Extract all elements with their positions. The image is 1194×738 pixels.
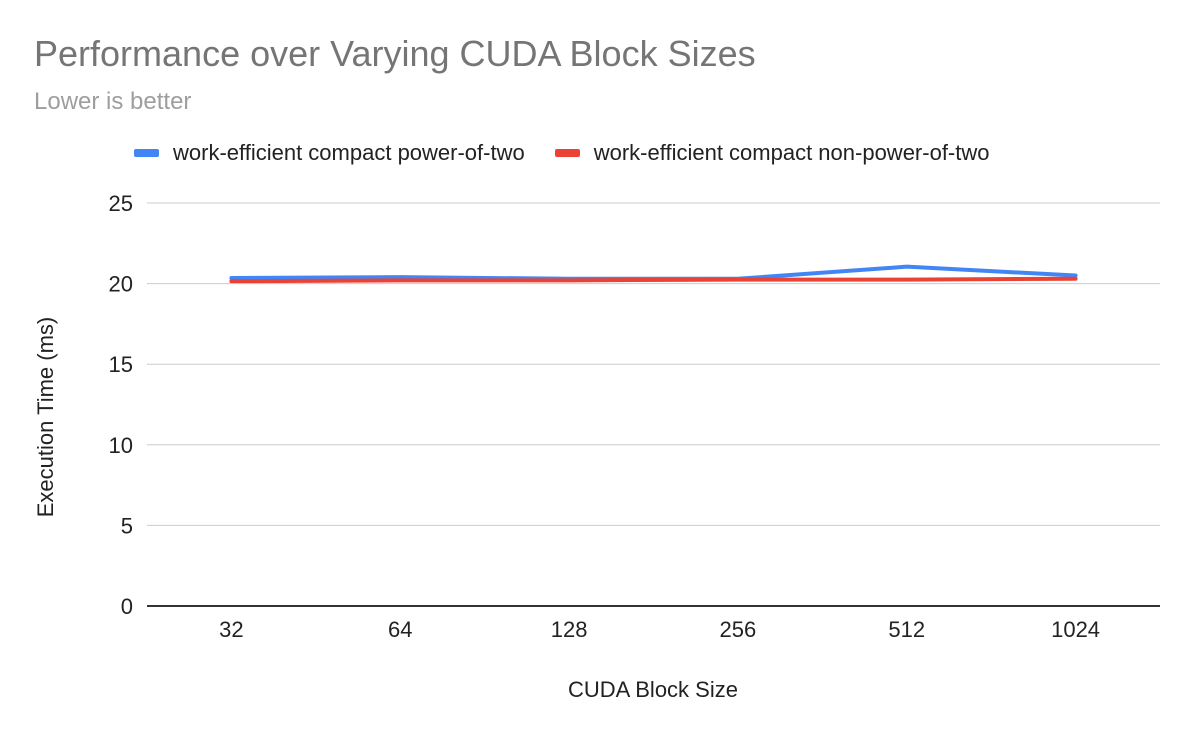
series-line-1 bbox=[229, 264, 1078, 281]
chart-title: Performance over Varying CUDA Block Size… bbox=[34, 33, 756, 74]
legend-item-series-1[interactable]: work-efficient compact power-of-two bbox=[134, 140, 525, 166]
x-axis-title: CUDA Block Size bbox=[568, 677, 738, 702]
x-tick-label: 256 bbox=[720, 617, 757, 642]
series-line-2 bbox=[229, 276, 1078, 284]
legend-swatch-series-2 bbox=[554, 149, 580, 157]
y-tick-label: 20 bbox=[109, 272, 133, 297]
x-tick-label: 64 bbox=[388, 617, 412, 642]
chart-subtitle: Lower is better bbox=[34, 88, 192, 115]
legend-label-series-2: work-efficient compact non-power-of-two bbox=[593, 140, 990, 165]
legend: work-efficient compact power-of-two work… bbox=[134, 140, 1020, 166]
series-lines bbox=[229, 264, 1078, 284]
x-tick-label: 1024 bbox=[1051, 617, 1100, 642]
y-axis-ticks: 0 5 10 15 20 25 bbox=[109, 191, 133, 619]
gridlines bbox=[147, 202, 1160, 607]
legend-item-series-2[interactable]: work-efficient compact non-power-of-two bbox=[554, 140, 990, 166]
legend-swatch-series-1 bbox=[134, 149, 159, 157]
y-axis-title: Execution Time (ms) bbox=[33, 317, 58, 518]
x-tick-label: 32 bbox=[219, 617, 243, 642]
y-tick-label: 0 bbox=[121, 594, 133, 619]
y-tick-label: 10 bbox=[109, 433, 133, 458]
y-tick-label: 25 bbox=[109, 191, 133, 216]
x-axis-ticks: 32 64 128 256 512 1024 bbox=[219, 617, 1100, 642]
legend-label-series-1: work-efficient compact power-of-two bbox=[173, 140, 525, 165]
y-tick-label: 5 bbox=[121, 513, 133, 538]
y-tick-label: 15 bbox=[109, 352, 133, 377]
x-tick-label: 128 bbox=[551, 617, 588, 642]
x-tick-label: 512 bbox=[888, 617, 925, 642]
